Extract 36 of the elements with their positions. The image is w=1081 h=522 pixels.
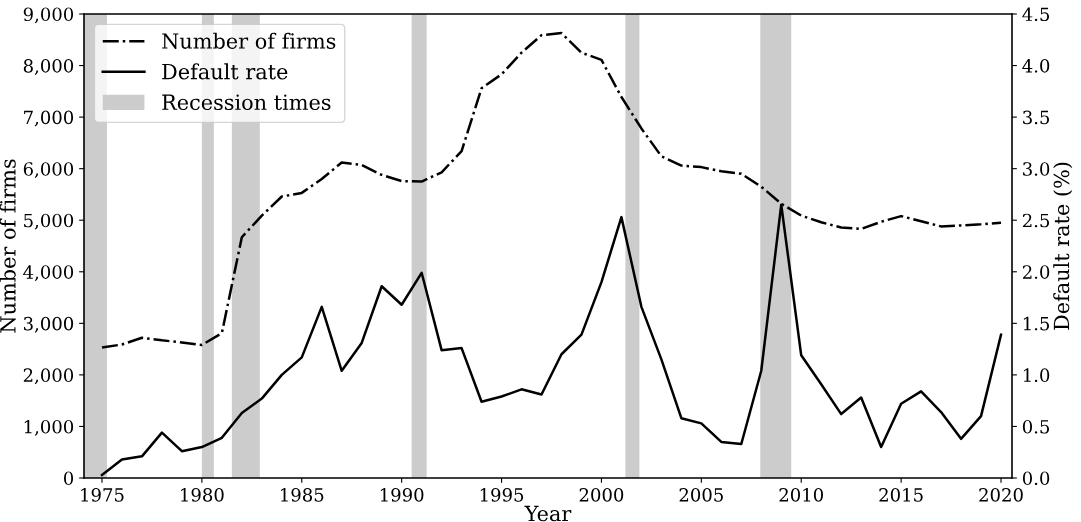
x-tick-label: 1985	[280, 488, 324, 502]
y2-tick-label: 4.5	[1022, 7, 1050, 22]
y-tick-label: 8,000	[23, 59, 74, 75]
x-tick-label: 2015	[879, 488, 923, 502]
y-tick-label: 2,000	[23, 368, 74, 385]
x-tick-label: 1995	[480, 488, 524, 502]
y-tick-label: 5,000	[24, 213, 74, 230]
x-tick-label: 1990	[380, 488, 424, 502]
x-axis-title: Year	[524, 505, 572, 522]
band-label: Recession times	[162, 94, 331, 111]
y2-tick-label: 3.5	[1023, 110, 1050, 125]
x-tick-label: 2000	[579, 488, 624, 502]
x-tick-label: 2020	[979, 488, 1023, 502]
y2-tick-label: 2.5	[1022, 213, 1050, 228]
x-tick-label: 2010	[779, 488, 823, 502]
y-tick-label: 3,000	[23, 316, 74, 333]
y2-tick-label: 0.5	[1022, 419, 1050, 434]
y-tick-label: 6,000	[23, 162, 74, 178]
y-tick-label: 7,000	[24, 110, 74, 127]
y-tick-label: 1,000	[24, 419, 74, 436]
legend-label: Number of firms	[162, 32, 336, 49]
legend-label: Default rate	[162, 63, 288, 80]
x-tick-label: 1980	[181, 488, 224, 502]
x-tick-label: 1975	[81, 488, 124, 502]
y-axis-title: Number of firms	[0, 159, 16, 333]
y2-tick-label: 4.0	[1022, 59, 1050, 73]
y2-tick-label: 1.0	[1023, 368, 1050, 383]
y2-tick-label: 3.0	[1023, 162, 1050, 176]
x-tick-label: 2005	[679, 488, 723, 502]
y-tick-label: 4,000	[23, 265, 74, 282]
y2-axis-title: Default rate (%)	[1053, 162, 1073, 330]
y-tick-label: 9,000	[23, 7, 74, 24]
y2-tick-label: 2.0	[1022, 265, 1050, 279]
y-tick-label: 0	[63, 471, 74, 486]
y2-tick-label: 0.0	[1022, 471, 1050, 486]
y2-tick-label: 1.5	[1023, 316, 1050, 331]
